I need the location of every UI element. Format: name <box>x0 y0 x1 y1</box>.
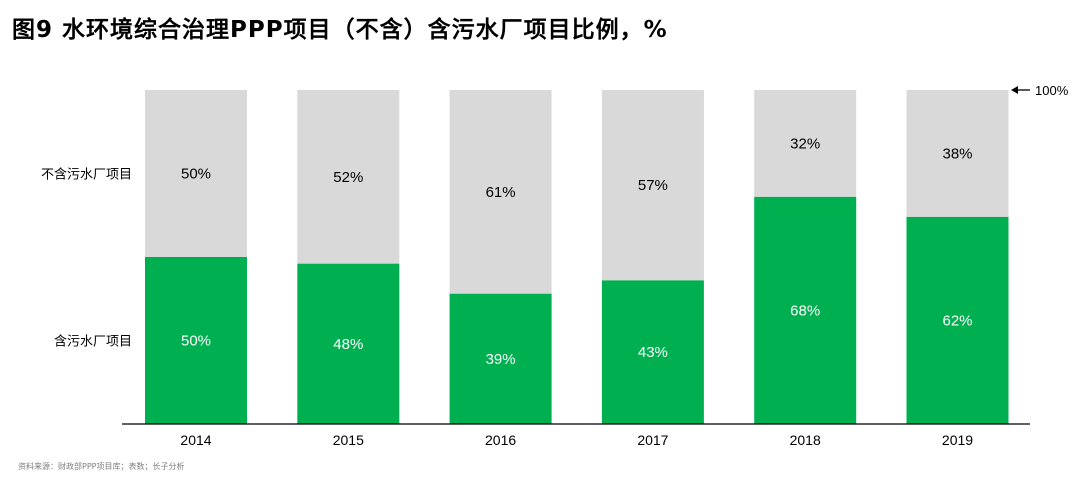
data-label-top-2019: 38% <box>942 145 972 162</box>
bar-segment-不含污水厂项目-2018 <box>754 90 857 197</box>
data-label-bottom-2016: 39% <box>486 351 516 368</box>
x-tick-label-2017: 2017 <box>637 432 668 448</box>
x-tick-label-2019: 2019 <box>942 432 973 448</box>
data-label-bottom-2018: 68% <box>790 302 820 319</box>
bar-segment-不含污水厂项目-2015 <box>297 90 400 264</box>
bar-segment-含污水厂项目-2015 <box>297 263 400 424</box>
bar-segment-含污水厂项目-2017 <box>601 280 704 424</box>
bar-segment-不含污水厂项目-2016 <box>449 90 552 294</box>
data-label-bottom-2014: 50% <box>181 333 211 350</box>
bar-segment-含污水厂项目-2018 <box>754 196 857 424</box>
source-note: 资料来源：财政部PPP项目库；表数；长子分析 <box>18 462 185 471</box>
bar-segment-不含污水厂项目-2019 <box>906 90 1009 217</box>
x-tick-label-2014: 2014 <box>180 432 211 448</box>
bar-segment-不含污水厂项目-2014 <box>145 90 247 257</box>
chart-title: 图9 水环境综合治理PPP项目（不含）含污水厂项目比例，% <box>12 17 668 43</box>
data-label-top-2014: 50% <box>181 166 211 183</box>
data-label-bottom-2017: 43% <box>638 344 668 361</box>
x-tick-label-2015: 2015 <box>333 432 364 448</box>
data-labels-group: 50% 50% 52% 48% 61% 39% 57% 43% 32% 68% 38% 62% <box>181 135 973 367</box>
data-label-bottom-2015: 48% <box>333 336 363 353</box>
bar-segment-含污水厂项目-2019 <box>906 216 1009 424</box>
bar-segment-不含污水厂项目-2017 <box>601 90 704 281</box>
x-tick-label-2018: 2018 <box>790 432 821 448</box>
row-label-不含污水厂项目: 不含污水厂项目 <box>41 167 132 183</box>
row-label-含污水厂项目: 含污水厂项目 <box>54 334 132 350</box>
x-tick-label-2016: 2016 <box>485 432 516 448</box>
bar-segment-含污水厂项目-2014 <box>145 257 247 424</box>
data-label-bottom-2019: 62% <box>942 312 972 329</box>
hundred-percent-label: 100% <box>1035 83 1069 98</box>
x-tick-labels-group: 2014 2015 2016 2017 2018 2019 <box>180 432 973 448</box>
data-label-top-2017: 57% <box>638 177 668 194</box>
data-label-top-2015: 52% <box>333 169 363 186</box>
hundred-percent-marker: 100% <box>1011 83 1069 98</box>
bars-group <box>145 90 1009 424</box>
arrow-head-icon <box>1011 86 1018 94</box>
data-label-top-2018: 32% <box>790 135 820 152</box>
bar-segment-含污水厂项目-2016 <box>449 293 552 424</box>
data-label-top-2016: 61% <box>486 184 516 201</box>
